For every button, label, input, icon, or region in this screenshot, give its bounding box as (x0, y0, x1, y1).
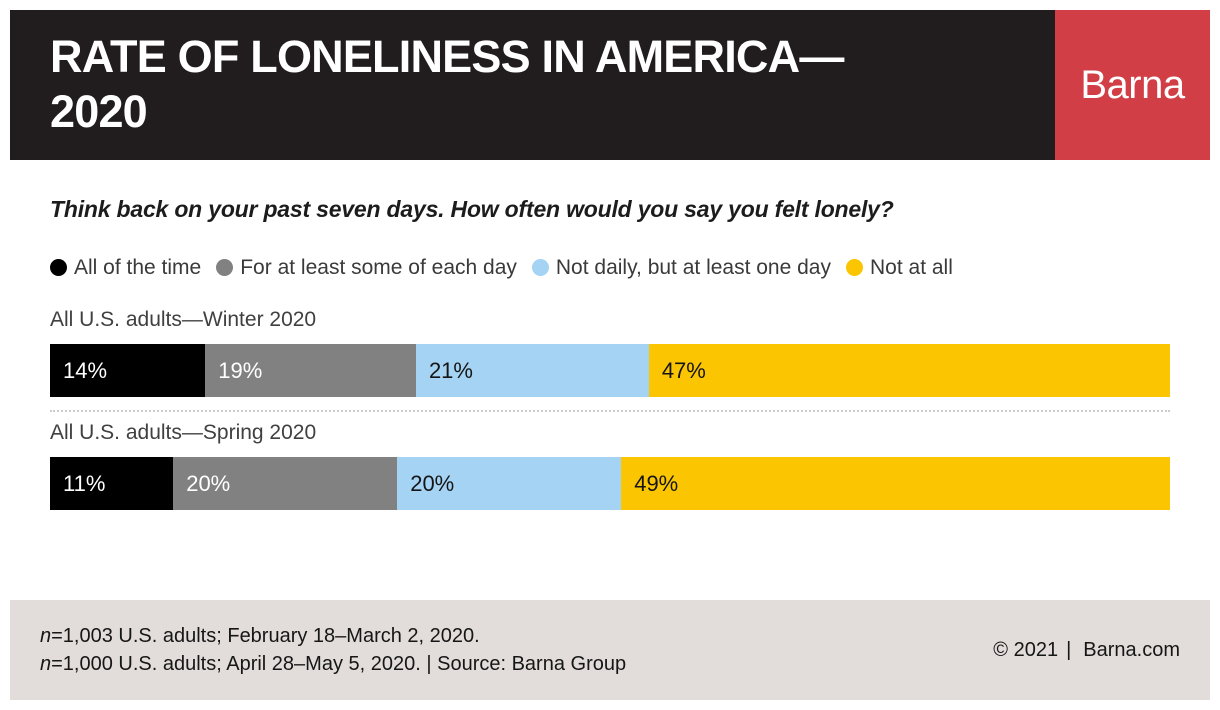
bar-segment-value: 20% (410, 470, 455, 496)
bar-segment: 49% (621, 457, 1170, 510)
copyright: © 2021 | Barna.com (993, 639, 1180, 662)
bar-segment: 20% (173, 457, 398, 510)
bar-segment: 47% (648, 344, 1170, 397)
legend-dot-icon (216, 259, 234, 276)
methodology-notes: n=1,003 U.S. adults; February 18–March 2… (40, 622, 626, 678)
footer: n=1,003 U.S. adults; February 18–March 2… (10, 600, 1210, 700)
header: RATE OF LONELINESS IN AMERICA— 2020 Barna (10, 10, 1210, 160)
row-separator (50, 410, 1170, 412)
site-link: Barna.com (1083, 638, 1180, 661)
note-line-1: n=1,003 U.S. adults; February 18–March 2… (40, 622, 626, 650)
bar-segment: 11% (50, 457, 174, 510)
bar-segment: 14% (50, 344, 206, 397)
copyright-year: © 2021 (993, 638, 1059, 661)
bar-row-label: All U.S. adults—Spring 2020 (50, 421, 317, 444)
bar-row-label: All U.S. adults—Winter 2020 (50, 308, 317, 331)
page-title: RATE OF LONELINESS IN AMERICA— 2020 (10, 30, 844, 140)
bar-segment: 21% (415, 344, 649, 397)
legend-item: Not daily, but at least one day (531, 256, 831, 279)
bar-segment: 20% (397, 457, 622, 510)
note-text: =1,000 U.S. adults; April 28–May 5, 2020… (51, 653, 627, 675)
brand-logo-block: Barna (1055, 10, 1210, 160)
legend-dot-icon (50, 259, 67, 276)
barna-logo: Barna (1080, 62, 1185, 107)
legend-item: For at least some of each day (216, 256, 517, 279)
legend-item-label: All of the time (74, 256, 202, 279)
legend: All of the time For at least some of each… (50, 250, 1110, 286)
legend-dot-icon (846, 259, 863, 276)
bar-segment-value: 49% (634, 470, 679, 496)
legend-item: All of the time (50, 256, 201, 279)
bar-segment-value: 47% (661, 357, 706, 383)
bar-segment-value: 21% (428, 357, 473, 383)
chart: All U.S. adults—Winter 2020 14% 19% 21% 47% A… (50, 308, 1170, 510)
content: Think back on your past seven days. How … (50, 160, 1170, 510)
copyright-separator: | (1066, 638, 1072, 661)
page-title-line1: RATE OF LONELINESS IN AMERICA— (50, 31, 844, 83)
bar-segment-value: 20% (186, 470, 231, 496)
legend-item-label: Not daily, but at least one day (555, 256, 831, 279)
note-line-2: n=1,000 U.S. adults; April 28–May 5, 202… (40, 650, 626, 678)
legend-item-label: For at least some of each day (240, 256, 517, 279)
page-title-line2: 2020 (50, 86, 148, 137)
legend-dot-icon (531, 259, 549, 276)
sample-size-n: n (40, 625, 52, 647)
sample-size-n: n (40, 653, 52, 675)
bar-segment-value: 11% (63, 470, 106, 496)
header-title-block: RATE OF LONELINESS IN AMERICA— 2020 (10, 10, 1055, 160)
bar-segment: 19% (205, 344, 416, 397)
survey-question: Think back on your past seven days. How … (50, 196, 894, 222)
stacked-bar: 11% 20% 20% 49% (50, 457, 1170, 510)
bar-segment-value: 14% (63, 357, 108, 383)
note-text: =1,003 U.S. adults; February 18–March 2,… (51, 625, 480, 647)
stacked-bar: 14% 19% 21% 47% (50, 344, 1170, 397)
bar-segment-value: 19% (218, 357, 263, 383)
legend-item: Not at all (846, 256, 953, 279)
legend-item-label: Not at all (870, 256, 953, 279)
